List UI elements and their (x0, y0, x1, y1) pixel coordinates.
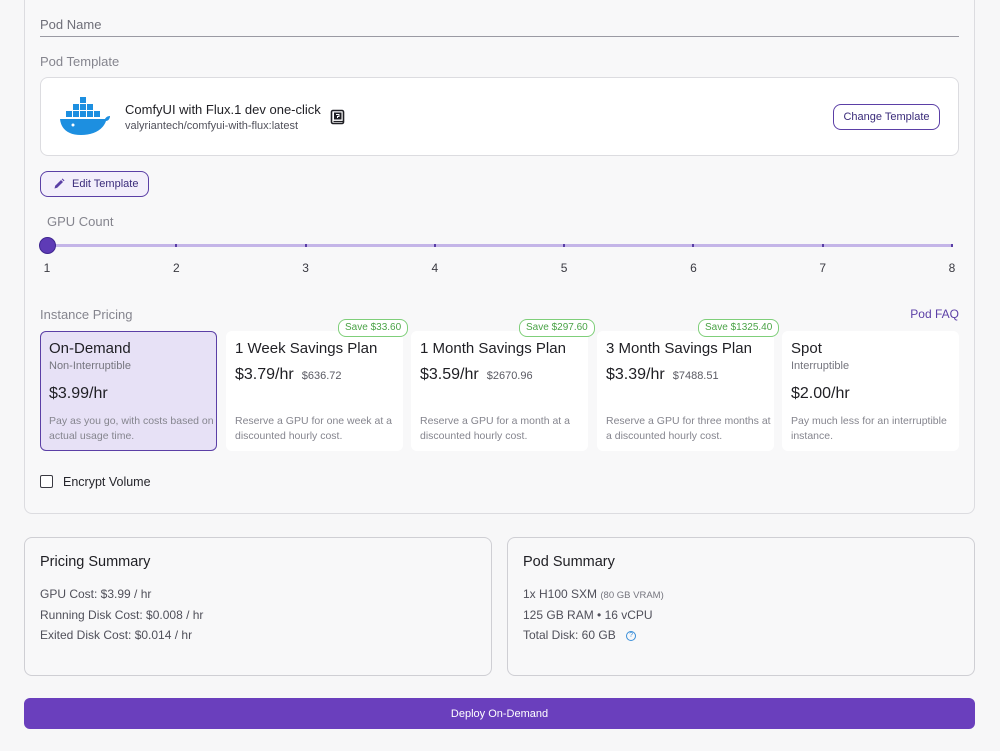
slider-tick (692, 244, 695, 247)
plan-total-price: $2670.96 (486, 370, 533, 382)
template-card: ComfyUI with Flux.1 dev one-click valyri… (40, 77, 959, 156)
template-name: ComfyUI with Flux.1 dev one-click (125, 102, 321, 117)
pricing-summary-title: Pricing Summary (40, 554, 151, 570)
pod-template-label: Pod Template (40, 54, 120, 69)
save-badge: Save $33.60 (338, 319, 409, 337)
plan-title: 1 Month Savings Plan (420, 340, 566, 357)
gpu-count-tick-label: 4 (431, 261, 439, 275)
pricing-plan-card[interactable]: 1 Month Savings Plan $3.59/hr $2670.96 Rese… (411, 331, 588, 451)
plan-total-price: $636.72 (301, 370, 342, 382)
encrypt-volume-checkbox[interactable] (40, 475, 53, 488)
instance-pricing-label: Instance Pricing (40, 307, 133, 322)
plan-hourly-price: $3.79/hr (235, 366, 294, 383)
plan-description: Pay much less for an interruptible insta… (791, 415, 947, 442)
plan-title: Spot (791, 340, 822, 357)
plan-total-price: $7488.51 (672, 370, 719, 382)
plan-subtitle: Non-Interruptible (49, 360, 131, 372)
running-disk-cost: Running Disk Cost: $0.008 / hr (40, 608, 204, 622)
gpu-count-tick-label: 6 (690, 261, 697, 275)
plan-title: On-Demand (49, 340, 131, 357)
slider-tick (951, 244, 953, 247)
plan-title: 1 Week Savings Plan (235, 340, 378, 357)
plan-title: 3 Month Savings Plan (606, 340, 752, 357)
gpu-count-tick-label: 3 (302, 261, 309, 275)
pod-summary-title: Pod Summary (523, 554, 615, 570)
plan-description: Reserve a GPU for a month at a discounte… (420, 415, 570, 442)
gpu-count-slider-track[interactable] (47, 244, 952, 247)
gpu-count-tick-label: 7 (819, 261, 827, 275)
exited-disk-cost: Exited Disk Cost: $0.014 / hr (40, 628, 193, 642)
deploy-button[interactable]: Deploy On-Demand (24, 698, 975, 729)
pod-name-label: Pod Name (40, 17, 102, 32)
template-image: valyriantech/comfyui-with-flux:latest (125, 120, 299, 132)
gpu-count-label: GPU Count (47, 214, 114, 229)
encrypt-volume-label: Encrypt Volume (63, 475, 151, 489)
plan-hourly-price: $2.00/hr (791, 385, 850, 402)
pod-summary-card: Pod Summary 1x H100 SXM (80 GB VRAM) 125… (507, 537, 975, 676)
edit-template-label: Edit Template (72, 178, 139, 190)
plan-hourly-price: $3.99/hr (49, 385, 108, 402)
slider-tick (563, 244, 566, 247)
slider-tick (433, 244, 436, 247)
edit-template-button[interactable]: Edit Template (40, 171, 149, 197)
slider-tick (175, 244, 178, 247)
ram-cpu-spec: 125 GB RAM • 16 vCPU (523, 608, 653, 622)
plan-price: $3.79/hr $636.72 (235, 366, 341, 384)
plan-price: $2.00/hr (791, 385, 850, 403)
pod-faq-link[interactable]: Pod FAQ (910, 307, 959, 321)
pricing-plan-card[interactable]: Spot Interruptible $2.00/hr Pay much less f… (782, 331, 959, 451)
plan-price: $3.59/hr $2670.96 (420, 366, 533, 384)
gpu-count-tick-label: 1 (43, 261, 51, 275)
plan-description: Pay as you go, with costs based on actua… (49, 415, 214, 442)
plan-subtitle: Interruptible (791, 360, 850, 372)
pricing-summary-card: Pricing Summary GPU Cost: $3.99 / hr Run… (24, 537, 492, 676)
plan-description: Reserve a GPU for three months at a disc… (606, 415, 771, 442)
pod-name-input[interactable] (40, 36, 959, 37)
gpu-spec: 1x H100 SXM (80 GB VRAM) (523, 587, 664, 601)
pricing-plan-card[interactable]: On-Demand Non-Interruptible $3.99/hr Pay as… (40, 331, 217, 451)
gpu-count-tick-label: 8 (948, 261, 956, 275)
slider-tick (304, 244, 307, 247)
total-disk: Total Disk: 60 GB (523, 628, 616, 642)
docker-whale-icon (60, 97, 110, 135)
gpu-count-slider-thumb[interactable] (39, 237, 56, 254)
gpu-count-tick-label: 5 (560, 261, 568, 275)
pencil-icon (54, 178, 65, 189)
pricing-plan-card[interactable]: 1 Week Savings Plan $3.79/hr $636.72 Reserv… (226, 331, 403, 451)
save-badge: Save $297.60 (519, 319, 595, 337)
gpu-count-tick-label: 2 (172, 261, 180, 275)
slider-tick (821, 244, 824, 247)
save-badge: Save $1325.40 (698, 319, 780, 337)
change-template-button[interactable]: Change Template (833, 104, 940, 130)
gpu-cost: GPU Cost: $3.99 / hr (40, 587, 152, 601)
plan-price: $3.99/hr (49, 385, 108, 403)
question-circle-icon[interactable]: ? (626, 630, 637, 641)
disk-spec: Total Disk: 60 GB ? (523, 628, 637, 642)
plan-hourly-price: $3.39/hr (606, 366, 665, 383)
gpu-vram: (80 GB VRAM) (600, 590, 664, 601)
plan-hourly-price: $3.59/hr (420, 366, 479, 383)
plan-description: Reserve a GPU for one week at a discount… (235, 415, 392, 442)
plan-price: $3.39/hr $7488.51 (606, 366, 719, 384)
pricing-plan-card[interactable]: 3 Month Savings Plan $3.39/hr $7488.51 Rese… (597, 331, 774, 451)
gpu-model: 1x H100 SXM (523, 587, 598, 601)
readme-book-icon[interactable] (330, 109, 346, 125)
